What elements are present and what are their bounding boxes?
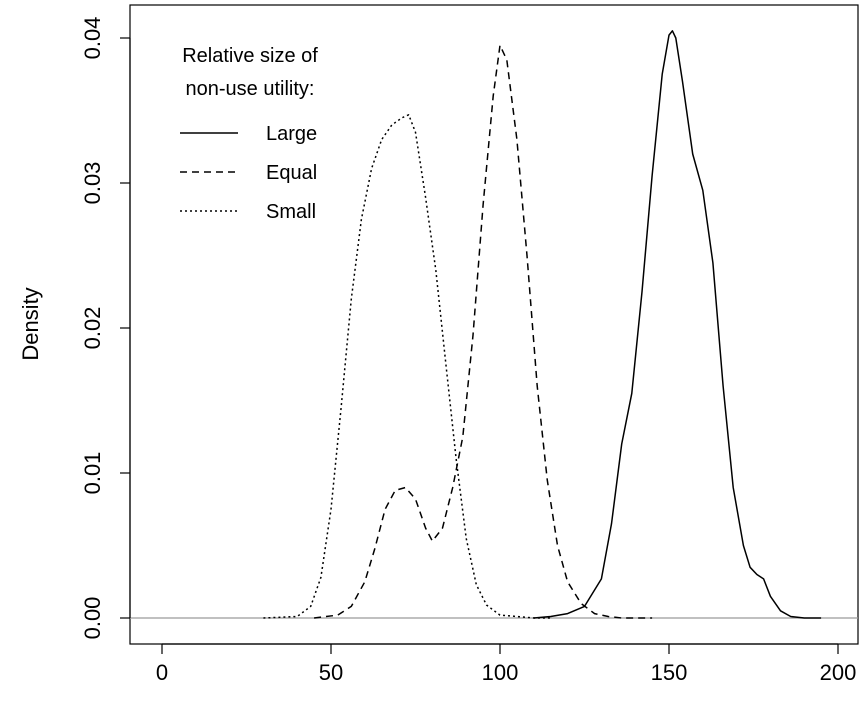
series-line-small [263,114,551,619]
legend-title-line: non-use utility: [186,78,315,100]
legend: Relative size of non-use utility: Large Equ… [180,45,318,223]
x-tick-label: 150 [651,660,688,685]
x-tick-label: 0 [156,660,168,685]
y-tick-label: 0.01 [80,452,105,495]
plot-frame [129,4,859,645]
legend-label-small: Small [266,201,316,223]
series-line-equal [314,44,653,619]
y-tick-label: 0.04 [80,17,105,60]
series-line-large [533,30,822,619]
y-tick-label: 0.03 [80,162,105,205]
legend-label-large: Large [266,123,317,145]
x-tick-label: 200 [820,660,857,685]
x-tick-label: 50 [319,660,343,685]
series-group [263,30,822,619]
x-tick-label: 100 [482,660,519,685]
y-tick-label: 0.02 [80,307,105,350]
x-axis: 0 50 100 150 200 [156,643,857,685]
legend-label-equal: Equal [266,162,317,184]
y-axis-title: Density [18,287,43,360]
y-tick-label: 0.00 [80,597,105,640]
y-axis: 0.00 0.01 0.02 0.03 0.04 [80,17,131,640]
legend-title-line: Relative size of [182,45,318,67]
